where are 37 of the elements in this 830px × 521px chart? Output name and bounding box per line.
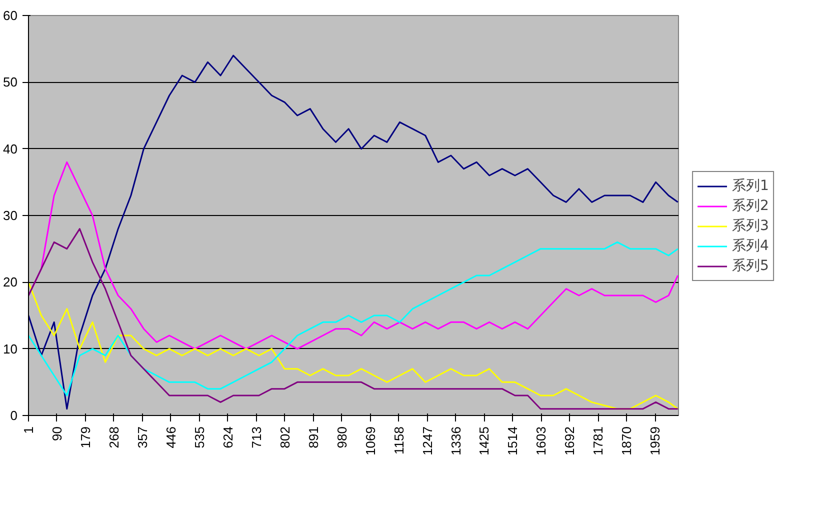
x-tick-label: 802	[277, 426, 292, 448]
y-tick-label: 60	[3, 8, 18, 23]
x-tick-label: 1514	[505, 426, 520, 456]
legend-label: 系列2	[732, 197, 769, 215]
y-tick-label: 50	[3, 74, 18, 90]
x-tick-label: 713	[248, 426, 264, 448]
x-tick-label: 1247	[420, 426, 435, 456]
x-tick-label: 268	[106, 426, 122, 448]
x-tick-label: 90	[49, 426, 64, 441]
x-tick-label: 1	[21, 426, 36, 434]
x-tick-label: 1692	[562, 426, 578, 456]
line-series	[28, 54, 678, 410]
y-tick-label: 0	[10, 408, 18, 423]
x-tick-label: 1781	[590, 426, 606, 456]
x-tick-label: 1336	[448, 426, 464, 456]
x-tick-label: 535	[192, 426, 207, 448]
line-series	[28, 281, 678, 410]
x-tick-label: 446	[163, 426, 178, 448]
x-tick-label: 1870	[619, 426, 634, 456]
x-tick-label: 1069	[362, 426, 378, 456]
x-tick-label: 891	[306, 426, 321, 448]
x-tick-label: 1959	[648, 426, 663, 456]
x-tick-label: 1425	[476, 426, 492, 456]
x-tick-label: 357	[134, 426, 150, 448]
legend-label: 系列5	[732, 257, 769, 275]
y-tick-label: 30	[3, 208, 18, 223]
legend-label: 系列3	[732, 217, 769, 235]
x-tick-label: 1158	[391, 426, 406, 454]
y-tick-label: 20	[3, 274, 18, 290]
x-tick-label: 980	[334, 426, 350, 448]
x-tick-label: 179	[78, 426, 93, 448]
x-tick-label: 1603	[534, 426, 549, 456]
y-tick-label: 10	[3, 341, 18, 356]
legend-label: 系列1	[732, 177, 769, 195]
x-tick-label: 624	[220, 426, 236, 448]
y-tick-label: 40	[3, 141, 18, 156]
legend-label: 系列4	[732, 237, 769, 255]
